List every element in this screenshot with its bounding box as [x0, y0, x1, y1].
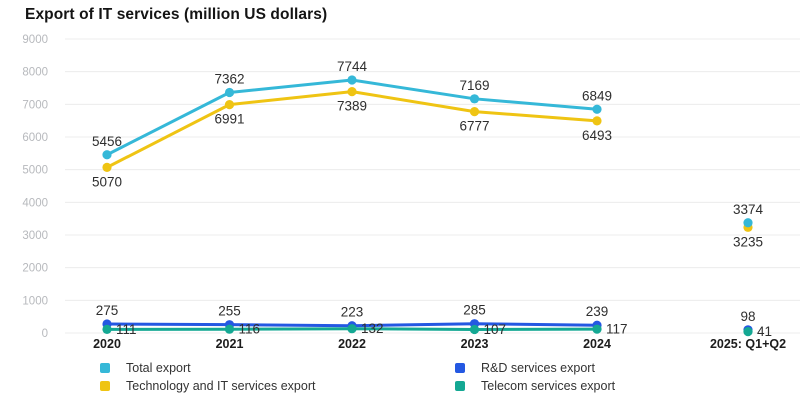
y-axis-tick-label: 3000	[22, 230, 48, 242]
legend-label-telecom-services-export: Telecom services export	[481, 379, 616, 393]
data-point	[224, 100, 235, 110]
data-label: 41	[757, 324, 772, 339]
legend-swatch-technology-it-services-export	[100, 381, 110, 391]
data-label: 285	[463, 303, 486, 318]
data-label: 7362	[214, 72, 244, 87]
data-label: 116	[239, 322, 261, 337]
data-label: 7169	[459, 78, 489, 93]
legend-label-technology-it-services-export: Technology and IT services export	[126, 379, 316, 393]
legend-item-telecom-services-export[interactable]: Telecom services export	[455, 379, 615, 393]
data-label: 223	[341, 305, 364, 320]
legend-swatch-telecom-services-export	[455, 381, 465, 391]
data-label: 3235	[733, 234, 763, 249]
data-point	[347, 324, 357, 334]
data-label: 255	[218, 304, 241, 319]
data-label: 239	[586, 304, 609, 319]
y-axis-tick-label: 8000	[22, 67, 48, 79]
legend-swatch-total-export	[100, 363, 110, 373]
data-label: 275	[96, 303, 119, 318]
y-axis-tick-label: 0	[42, 328, 48, 340]
data-label: 7389	[337, 99, 367, 114]
data-point	[469, 107, 480, 117]
legend-label-total-export: Total export	[126, 361, 191, 375]
y-axis-tick-label: 2000	[22, 263, 48, 275]
data-point	[102, 150, 112, 160]
data-point	[347, 75, 357, 85]
x-axis-label: 2022	[338, 337, 366, 351]
data-label: 132	[361, 321, 384, 336]
data-point	[469, 324, 480, 335]
legend-item-rnd-services-export[interactable]: R&D services export	[455, 361, 615, 375]
data-point	[592, 324, 602, 334]
data-point	[743, 327, 753, 337]
data-point	[224, 324, 235, 334]
chart-title: Export of IT services (million US dollar…	[25, 6, 328, 23]
data-label: 3374	[733, 202, 764, 217]
x-axis-label: 2023	[461, 337, 489, 351]
data-point	[592, 116, 602, 126]
data-label: 6991	[214, 112, 244, 127]
data-point	[102, 324, 112, 334]
x-axis-label: 2020	[93, 337, 121, 351]
data-label: 5456	[92, 134, 122, 149]
data-point	[347, 87, 357, 97]
data-label: 5070	[92, 174, 122, 189]
y-axis-tick-label: 4000	[22, 197, 48, 209]
x-axis-label: 2025: Q1+Q2	[710, 337, 786, 351]
data-point	[592, 104, 602, 114]
y-axis-tick-label: 1000	[22, 295, 48, 307]
x-axis-label: 2024	[583, 337, 611, 351]
legend-item-technology-it-services-export[interactable]: Technology and IT services export	[100, 379, 455, 393]
data-point	[469, 94, 480, 104]
x-axis-label: 2021	[216, 337, 244, 351]
data-point	[224, 87, 235, 98]
legend: Total export R&D services export Technol…	[100, 359, 615, 395]
y-axis-tick-label: 7000	[22, 99, 48, 111]
legend-swatch-rnd-services-export	[455, 363, 465, 373]
data-label: 98	[740, 309, 755, 324]
y-axis-tick-label: 5000	[22, 165, 48, 177]
plot-area: 0 1000 2000 3000 4000 5000 6000 7000 8000 9000 202…	[22, 34, 800, 351]
legend-label-rnd-services-export: R&D services export	[481, 361, 595, 375]
data-label: 6849	[582, 88, 612, 103]
data-label: 6777	[459, 119, 489, 134]
data-label: 111	[116, 322, 137, 337]
data-point	[743, 218, 753, 228]
y-axis-tick-label: 9000	[22, 34, 48, 46]
data-point	[102, 162, 112, 172]
y-axis-tick-label: 6000	[22, 132, 48, 144]
data-label: 7744	[337, 59, 368, 74]
legend-item-total-export[interactable]: Total export	[100, 361, 455, 375]
data-label: 6493	[582, 128, 612, 143]
data-label: 117	[606, 322, 628, 337]
data-label: 107	[484, 322, 507, 337]
